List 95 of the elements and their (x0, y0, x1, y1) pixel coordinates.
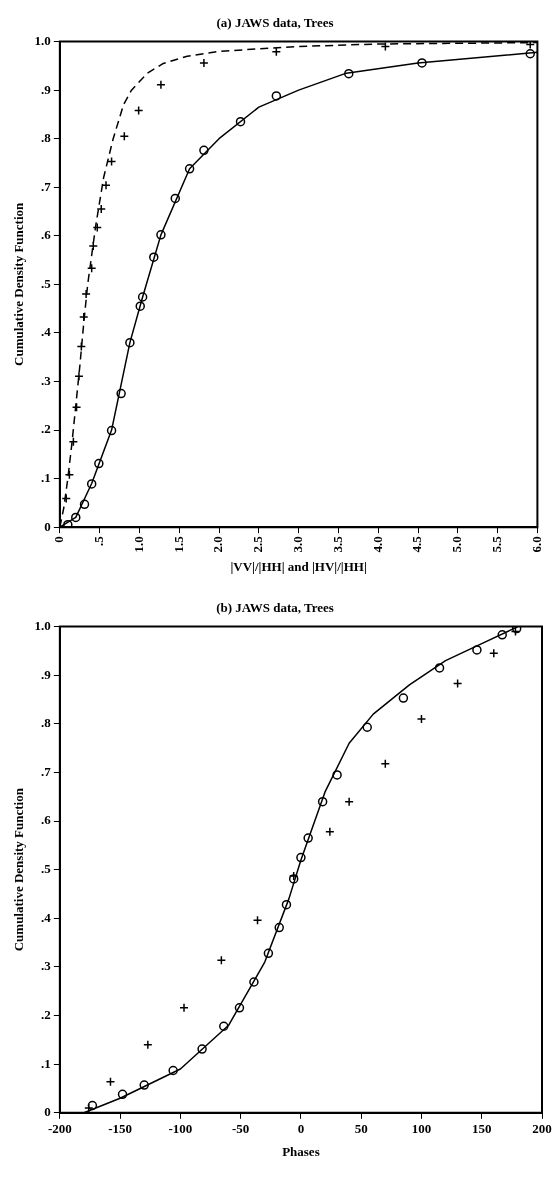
x-tick-label: 3.5 (329, 535, 345, 553)
y-tick-label: .2 (41, 1006, 51, 1022)
y-tick-label: .3 (41, 958, 52, 974)
point (94, 458, 104, 469)
x-tick-label: 200 (532, 1120, 552, 1136)
point (117, 1089, 128, 1100)
y-tick-label: .5 (41, 861, 52, 877)
x-tick-label: 50 (354, 1120, 368, 1136)
point (139, 1080, 149, 1090)
point (86, 479, 97, 489)
x-tick-label: 0 (51, 536, 67, 543)
y-tick-label: 1.0 (34, 617, 51, 633)
y-tick-label: .9 (41, 81, 52, 97)
y-tick-label: .1 (41, 469, 51, 485)
y-tick-label: .9 (41, 666, 52, 682)
point (116, 388, 126, 399)
y-tick-label: .6 (41, 812, 52, 828)
point (184, 164, 195, 174)
x-tick-label: 150 (471, 1120, 492, 1136)
point (525, 41, 535, 50)
y-tick-label: 0 (44, 518, 51, 534)
y-tick-label: .2 (41, 421, 51, 437)
point (303, 833, 313, 843)
y-tick-label: .8 (41, 130, 52, 146)
point (525, 48, 535, 59)
chart-title: (a) JAWS data, Trees (216, 15, 334, 31)
point (274, 922, 284, 933)
y-tick-label: 1.0 (34, 32, 51, 48)
x-tick-label: 2.0 (210, 536, 226, 553)
y-tick-label: .6 (41, 227, 52, 243)
x-tick-label: -100 (168, 1120, 193, 1136)
point (271, 91, 282, 101)
point (497, 630, 507, 640)
y-tick-label: .4 (41, 909, 52, 925)
point (199, 145, 209, 156)
point (106, 425, 117, 436)
point (263, 948, 274, 959)
x-tick-label: 5.0 (449, 536, 465, 553)
point (434, 663, 445, 673)
point (149, 252, 159, 262)
x-axis-title: |VV|/|HH| and |HV|/|HH| (230, 558, 367, 574)
x-tick-label: -200 (47, 1120, 72, 1136)
point (79, 499, 90, 510)
point (135, 301, 145, 311)
point (71, 402, 82, 412)
point (332, 770, 342, 780)
point (87, 1100, 98, 1111)
y-tick-label: .3 (41, 372, 52, 388)
point (235, 116, 246, 127)
point (219, 1021, 229, 1032)
y-tick-label: .4 (41, 324, 52, 340)
point (125, 337, 135, 348)
x-tick-label: -150 (108, 1120, 133, 1136)
point (417, 58, 427, 68)
point (296, 852, 306, 863)
x-tick-label: .5 (91, 535, 107, 546)
point (197, 1044, 207, 1054)
point (398, 693, 409, 703)
point (271, 47, 282, 57)
x-tick-label: 4.5 (409, 535, 425, 553)
point (472, 645, 482, 655)
point (71, 512, 81, 523)
y-tick-label: 0 (44, 1104, 51, 1120)
x-tick-label: 6.0 (528, 536, 544, 553)
x-tick-label: 2.5 (250, 535, 266, 553)
point (156, 230, 166, 240)
y-tick-label: .8 (41, 715, 52, 731)
x-axis-title: Phases (282, 1143, 320, 1159)
y-axis-title: Cumulative Density Function (11, 201, 27, 366)
x-tick-label: -50 (231, 1120, 250, 1136)
point (170, 193, 181, 204)
point (168, 1065, 178, 1076)
point (281, 899, 292, 910)
y-tick-label: .5 (41, 275, 52, 291)
point (362, 722, 372, 732)
x-tick-label: 100 (411, 1120, 432, 1136)
y-tick-label: .7 (41, 763, 52, 779)
y-tick-label: .7 (41, 178, 52, 194)
x-tick-label: 1.5 (170, 535, 186, 553)
x-tick-label: 3.0 (289, 536, 305, 553)
x-tick-label: 4.0 (369, 536, 385, 553)
point (344, 68, 354, 79)
point (216, 955, 227, 965)
point (317, 796, 328, 807)
y-tick-label: .1 (41, 1055, 51, 1071)
y-axis-title: Cumulative Density Function (11, 787, 27, 952)
x-tick-label: 0 (297, 1120, 305, 1136)
point (137, 292, 148, 302)
point (249, 977, 259, 987)
x-tick-label: 1.0 (130, 536, 146, 553)
point (416, 714, 427, 724)
x-tick-label: 5.5 (488, 535, 504, 553)
chart-title: (b) JAWS data, Trees (216, 600, 334, 616)
point (61, 493, 71, 504)
point (234, 1003, 245, 1013)
